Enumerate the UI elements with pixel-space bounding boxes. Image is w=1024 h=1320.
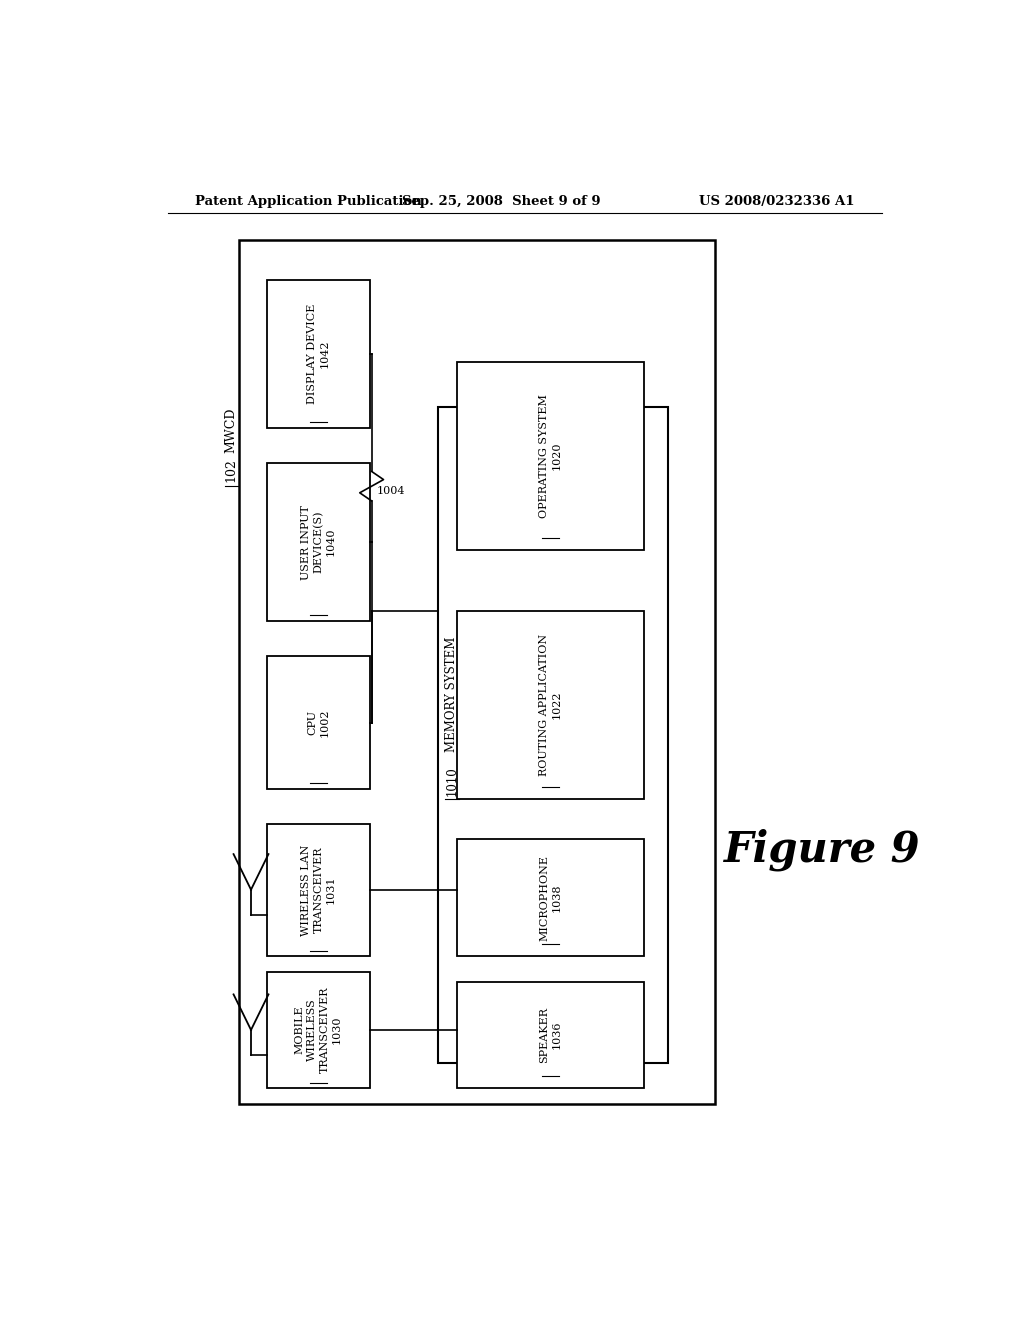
Text: MOBILE
WIRELESS
TRANSCEIVER
1030: MOBILE WIRELESS TRANSCEIVER 1030 bbox=[295, 987, 342, 1073]
Text: 1004: 1004 bbox=[377, 486, 404, 496]
Text: MEMORY SYSTEM: MEMORY SYSTEM bbox=[445, 636, 459, 752]
Text: SPEAKER
1036: SPEAKER 1036 bbox=[540, 1007, 562, 1063]
Bar bbox=[458, 611, 644, 799]
Text: USER INPUT
DEVICE(S)
1040: USER INPUT DEVICE(S) 1040 bbox=[301, 504, 336, 579]
Bar bbox=[267, 972, 370, 1089]
Bar bbox=[458, 982, 644, 1089]
Text: Figure 9: Figure 9 bbox=[724, 829, 921, 871]
Bar bbox=[437, 408, 668, 1063]
Bar bbox=[458, 840, 644, 956]
Text: Patent Application Publication: Patent Application Publication bbox=[196, 194, 422, 207]
Text: CPU
1002: CPU 1002 bbox=[307, 709, 330, 737]
Text: 102: 102 bbox=[224, 458, 238, 482]
Text: ROUTING APPLICATION
1022: ROUTING APPLICATION 1022 bbox=[540, 634, 562, 776]
Bar bbox=[458, 362, 644, 549]
Bar bbox=[267, 463, 370, 620]
Text: MWCD: MWCD bbox=[224, 407, 238, 453]
Bar bbox=[240, 240, 715, 1104]
Text: Sep. 25, 2008  Sheet 9 of 9: Sep. 25, 2008 Sheet 9 of 9 bbox=[401, 194, 600, 207]
Text: DISPLAY DEVICE
1042: DISPLAY DEVICE 1042 bbox=[307, 304, 330, 404]
Text: WIRELESS LAN
TRANSCEIVER
1031: WIRELESS LAN TRANSCEIVER 1031 bbox=[301, 845, 336, 936]
Bar bbox=[267, 824, 370, 956]
Bar bbox=[267, 656, 370, 788]
Text: MICROPHONE
1038: MICROPHONE 1038 bbox=[540, 855, 562, 941]
Text: 1010: 1010 bbox=[445, 766, 459, 796]
Text: OPERATING SYSTEM
1020: OPERATING SYSTEM 1020 bbox=[540, 393, 562, 517]
Text: US 2008/0232336 A1: US 2008/0232336 A1 bbox=[698, 194, 854, 207]
Bar bbox=[267, 280, 370, 428]
